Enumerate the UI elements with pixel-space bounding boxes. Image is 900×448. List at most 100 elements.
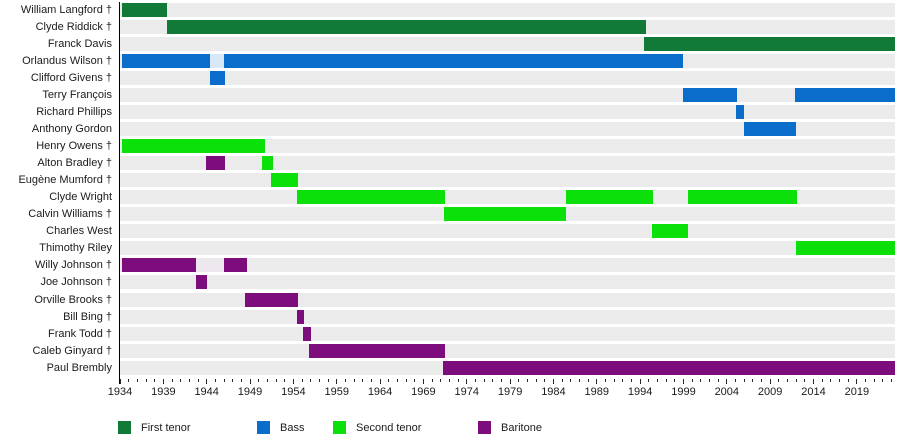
member-label: Anthony Gordon <box>31 122 112 135</box>
membership-bar-second_tenor <box>262 156 273 171</box>
member-row-track <box>120 173 895 188</box>
x-axis-tick-label: 1959 <box>324 386 349 398</box>
x-axis-tick-label: 2004 <box>714 386 740 398</box>
member-row-track <box>120 292 895 307</box>
x-axis-minor-tick <box>535 379 537 382</box>
x-axis-minor-tick <box>240 379 242 382</box>
x-axis-minor-tick <box>526 379 528 382</box>
legend-label-second_tenor: Second tenor <box>356 421 422 434</box>
x-axis-minor-tick <box>301 379 303 382</box>
membership-bar-baritone <box>244 292 298 307</box>
x-axis-minor-tick <box>700 379 702 382</box>
membership-bar-second_tenor <box>296 190 446 205</box>
member-label: Joe Johnson † <box>40 276 112 289</box>
x-axis-major-tick <box>769 379 771 384</box>
x-axis-minor-tick <box>362 379 364 382</box>
membership-bar-second_tenor <box>121 138 265 153</box>
x-axis-minor-tick <box>275 379 277 382</box>
x-axis-minor-tick <box>448 379 450 382</box>
x-axis-minor-tick <box>839 379 841 382</box>
x-axis-major-tick <box>249 379 251 384</box>
x-axis-minor-tick <box>370 379 372 382</box>
x-axis-major-tick <box>292 379 294 384</box>
x-axis-minor-tick <box>821 379 823 382</box>
x-axis-minor-tick <box>431 379 433 382</box>
member-label: Richard Phillips <box>36 105 112 118</box>
x-axis-major-tick <box>639 379 641 384</box>
x-axis-minor-tick <box>891 379 893 382</box>
member-row-track <box>120 87 895 102</box>
x-axis-tick-label: 2014 <box>801 386 826 398</box>
member-row-track <box>120 343 895 358</box>
x-axis-minor-tick <box>214 379 216 382</box>
member-row-track <box>120 224 895 239</box>
x-axis-minor-tick <box>405 379 407 382</box>
x-axis-minor-tick <box>665 379 667 382</box>
x-axis-tick-label: 1964 <box>367 386 393 398</box>
membership-bar-baritone <box>224 258 248 273</box>
x-axis-minor-tick <box>717 379 719 382</box>
member-row-track <box>120 326 895 341</box>
x-axis-tick-label: 1939 <box>151 386 176 398</box>
x-axis-tick-label: 1949 <box>237 386 263 398</box>
member-label: Henry Owens † <box>36 139 112 152</box>
x-axis-minor-tick <box>865 379 867 382</box>
membership-bar-bass <box>736 104 745 119</box>
membership-bar-bass <box>795 87 895 102</box>
member-row-track <box>120 104 895 119</box>
membership-bar-second_tenor <box>566 190 654 205</box>
x-axis-minor-tick <box>232 379 234 382</box>
membership-bar-baritone <box>302 326 311 341</box>
x-axis-minor-tick <box>457 379 459 382</box>
x-axis-minor-tick <box>622 379 624 382</box>
x-axis-tick-label: 1979 <box>497 386 523 398</box>
x-axis-minor-tick <box>561 379 563 382</box>
x-axis-minor-tick <box>310 379 312 382</box>
member-label: Thimothy Riley <box>39 242 112 255</box>
membership-bar-second_tenor <box>444 207 566 222</box>
x-axis-minor-tick <box>353 379 355 382</box>
member-label: Calvin Williams † <box>28 208 112 221</box>
x-axis-minor-tick <box>648 379 650 382</box>
legend-label-bass: Bass <box>280 421 305 434</box>
x-axis-minor-tick <box>656 379 658 382</box>
x-axis-major-tick <box>813 379 814 384</box>
x-axis-minor-tick <box>630 379 632 382</box>
x-axis-minor-tick <box>795 379 797 382</box>
x-axis-minor-tick <box>197 379 199 382</box>
member-label: Orville Brooks † <box>34 293 112 306</box>
member-label: Clyde Riddick † <box>35 20 112 33</box>
x-axis-major-tick <box>206 379 208 384</box>
x-axis-minor-tick <box>578 379 580 382</box>
x-axis-tick-label: 2019 <box>844 386 870 398</box>
x-axis-minor-tick <box>318 379 320 382</box>
x-axis-major-tick <box>379 379 381 384</box>
x-axis-minor-tick <box>760 379 762 382</box>
member-label: Alton Bradley † <box>37 157 112 170</box>
x-axis-minor-tick <box>128 379 130 382</box>
x-axis-minor-tick <box>258 379 260 382</box>
x-axis-minor-tick <box>483 379 485 382</box>
x-axis-minor-tick <box>136 379 138 382</box>
membership-bar-baritone <box>296 309 304 324</box>
x-axis-tick-label: 2009 <box>757 386 783 398</box>
membership-bar-baritone <box>443 360 895 375</box>
x-axis-major-tick <box>726 379 728 384</box>
membership-bar-bass_leave <box>210 53 225 68</box>
member-label: Caleb Ginyard † <box>32 344 113 357</box>
x-axis-minor-tick <box>882 379 884 382</box>
x-axis-major-tick <box>336 379 338 384</box>
member-row-track <box>120 309 895 324</box>
member-row-track <box>120 241 895 256</box>
x-axis-minor-tick <box>778 379 780 382</box>
membership-bar-second_tenor <box>270 173 298 188</box>
member-row-track <box>120 275 895 290</box>
x-axis-tick-label: 1974 <box>454 386 479 398</box>
membership-bar-baritone <box>196 275 207 290</box>
x-axis-major-tick <box>509 379 511 384</box>
x-axis-minor-tick <box>414 379 416 382</box>
x-axis-minor-tick <box>570 379 572 382</box>
x-axis-minor-tick <box>474 379 476 382</box>
x-axis-major-tick <box>422 379 424 384</box>
